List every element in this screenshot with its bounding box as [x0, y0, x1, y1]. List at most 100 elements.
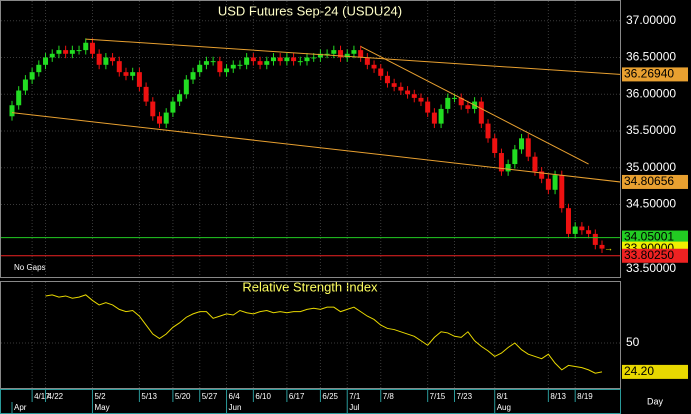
candle-body: [163, 112, 169, 124]
y-tick-label: 36.50000: [626, 50, 676, 64]
candle-body: [425, 101, 431, 113]
x-axis-label: Day: [647, 396, 664, 406]
x-tick-label: 8/1: [497, 392, 509, 401]
candle-body: [331, 50, 337, 54]
candle-body: [391, 83, 397, 87]
candle-body: [418, 97, 424, 102]
candle-body: [224, 68, 230, 73]
level-label: 34.05001: [624, 230, 674, 244]
candle-body: [351, 50, 357, 54]
date-axis: [0, 389, 621, 414]
candle-body: [586, 230, 592, 234]
candle-body: [103, 57, 109, 65]
level-label: 33.80250: [624, 248, 674, 262]
trendline-label-box: [622, 67, 688, 82]
candle-body: [324, 53, 330, 55]
candle-body: [130, 72, 136, 76]
candle-body: [344, 53, 350, 58]
rsi-last-label-box: [622, 364, 688, 379]
x-tick-label: 6/4: [229, 392, 241, 401]
trendline: [11, 112, 620, 183]
x-tick-label: 4/22: [48, 392, 64, 401]
x-tick-label: 7/8: [383, 392, 395, 401]
candle-body: [36, 64, 42, 73]
candle-body: [398, 86, 404, 91]
candle-body: [338, 50, 344, 58]
candle-body: [217, 61, 223, 73]
y-tick-label: 35.00000: [626, 160, 676, 174]
y-tick-label: 37.00000: [626, 13, 676, 27]
candle-body: [237, 64, 243, 66]
candle-body: [63, 50, 69, 54]
candle-body: [411, 94, 417, 98]
candle-body: [539, 171, 545, 179]
candle-body: [545, 178, 551, 190]
candle-body: [150, 101, 156, 117]
candle-body: [371, 64, 377, 69]
level-label-box: [622, 248, 688, 263]
candle-body: [445, 97, 451, 109]
candle-body: [177, 94, 183, 102]
candle-body: [123, 72, 129, 76]
month-label: Apr: [14, 403, 27, 412]
x-tick-label: 4/17: [34, 392, 50, 401]
candle-body: [492, 138, 498, 154]
note: No Gaps: [14, 263, 46, 272]
candle-body: [599, 244, 605, 249]
candle-body: [565, 208, 571, 234]
candle-body: [83, 42, 89, 51]
y-tick-label: 35.50000: [626, 123, 676, 137]
month-label: Jun: [229, 403, 242, 412]
candle-body: [572, 226, 578, 234]
candle-body: [297, 61, 303, 63]
candle-body: [136, 72, 142, 87]
candle-body: [592, 233, 598, 245]
candle-body: [210, 61, 216, 63]
rsi-last-label: 24.20: [624, 364, 654, 378]
chart-title: USD Futures Sep-24 (USDU24): [218, 3, 402, 18]
candle-body: [56, 50, 62, 54]
candle-body: [69, 50, 75, 54]
candle-body: [257, 61, 263, 65]
candle-body: [498, 153, 504, 172]
x-tick-label: 8/19: [577, 392, 593, 401]
candle-body: [519, 138, 525, 150]
x-tick-label: 8/13: [550, 392, 566, 401]
trendline-label: 34.80656: [624, 174, 674, 188]
candle-body: [250, 57, 256, 62]
candle-body: [552, 175, 558, 190]
y-tick-label: 50: [626, 335, 640, 349]
candle-body: [190, 72, 196, 80]
candle-body: [364, 57, 370, 65]
candle-body: [458, 97, 464, 106]
candle-body: [157, 116, 162, 124]
x-tick-label: 7/1: [349, 392, 361, 401]
candle-body: [43, 57, 49, 65]
candle-body: [478, 101, 484, 124]
candle-body: [452, 97, 457, 99]
candle-body: [197, 64, 203, 73]
x-tick-label: 5/13: [141, 392, 157, 401]
candle-body: [532, 156, 538, 172]
month-label: May: [94, 403, 109, 412]
candle-body: [284, 57, 290, 62]
candle-body: [291, 57, 297, 62]
rsi-line: [45, 294, 603, 374]
candle-body: [96, 53, 102, 65]
candle-body: [505, 164, 511, 172]
candle-body: [525, 138, 531, 157]
trendline: [85, 38, 620, 75]
candle-body: [9, 105, 15, 117]
rsi-panel: [0, 281, 621, 389]
month-label: Aug: [497, 403, 511, 412]
candle-body: [89, 42, 95, 54]
x-tick-label: 6/17: [289, 392, 305, 401]
last-price-marker: →: [604, 243, 613, 253]
trendline: [360, 45, 589, 165]
candle-body: [76, 50, 82, 52]
x-tick-label: 6/25: [322, 392, 338, 401]
candle-body: [405, 90, 411, 95]
candle-body: [579, 226, 585, 231]
candle-body: [438, 108, 444, 124]
candle-body: [270, 57, 276, 62]
